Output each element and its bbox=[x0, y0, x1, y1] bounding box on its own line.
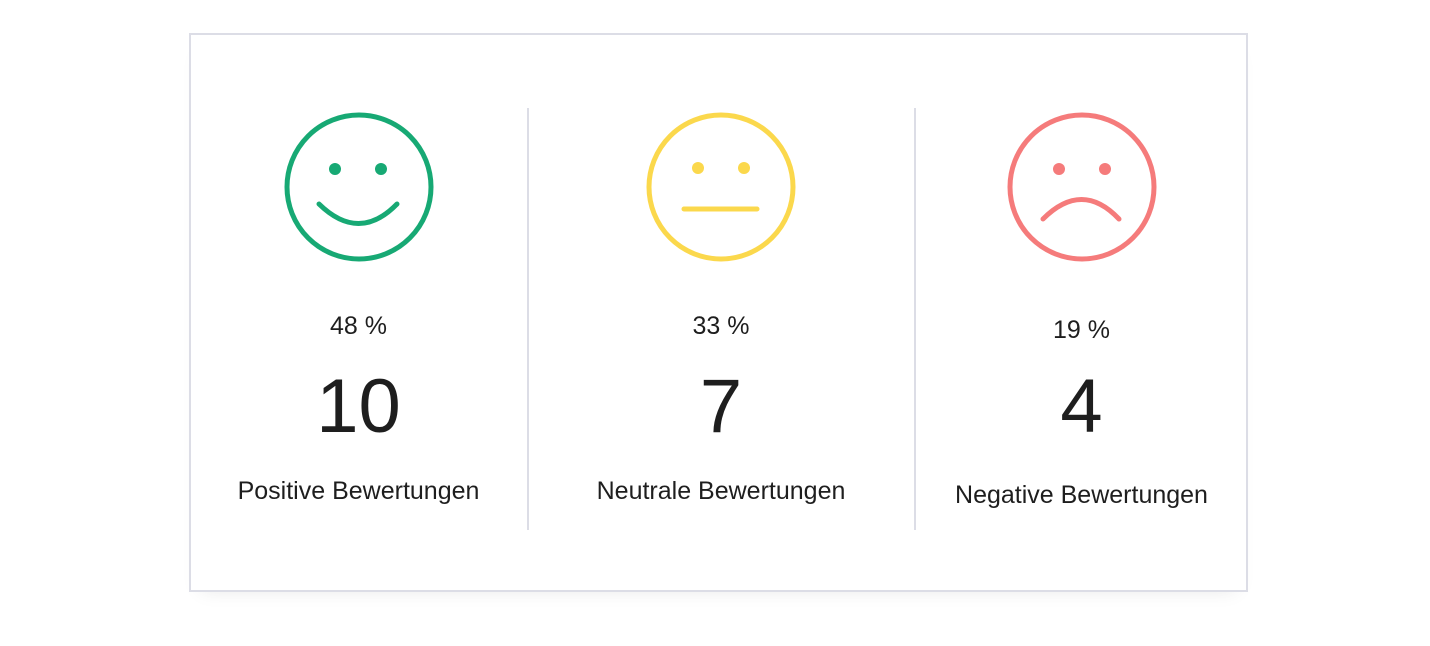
negative-count: 4 bbox=[1060, 364, 1103, 449]
ratings-summary-card: 48 % 10 Positive Bewertungen 33 % 7 Neut… bbox=[189, 33, 1248, 592]
neutral-count: 7 bbox=[699, 364, 743, 449]
positive-label: Positive Bewertungen bbox=[237, 477, 480, 505]
smiley-neutral-icon bbox=[644, 110, 798, 264]
rating-column-positive: 48 % 10 Positive Bewertungen bbox=[191, 35, 526, 590]
smiley-happy-icon bbox=[282, 110, 436, 264]
positive-count: 10 bbox=[316, 364, 401, 449]
smiley-sad-icon bbox=[1005, 110, 1159, 264]
negative-percent: 19 % bbox=[1053, 316, 1110, 344]
negative-label: Negative Bewertungen bbox=[955, 481, 1208, 509]
rating-column-negative: 19 % 4 Negative Bewertungen bbox=[915, 35, 1248, 590]
rating-column-neutral: 33 % 7 Neutrale Bewertungen bbox=[529, 35, 913, 590]
neutral-percent: 33 % bbox=[692, 312, 750, 340]
positive-percent: 48 % bbox=[330, 312, 387, 340]
column-divider bbox=[527, 108, 529, 530]
column-divider bbox=[914, 108, 916, 530]
neutral-label: Neutrale Bewertungen bbox=[596, 477, 846, 505]
